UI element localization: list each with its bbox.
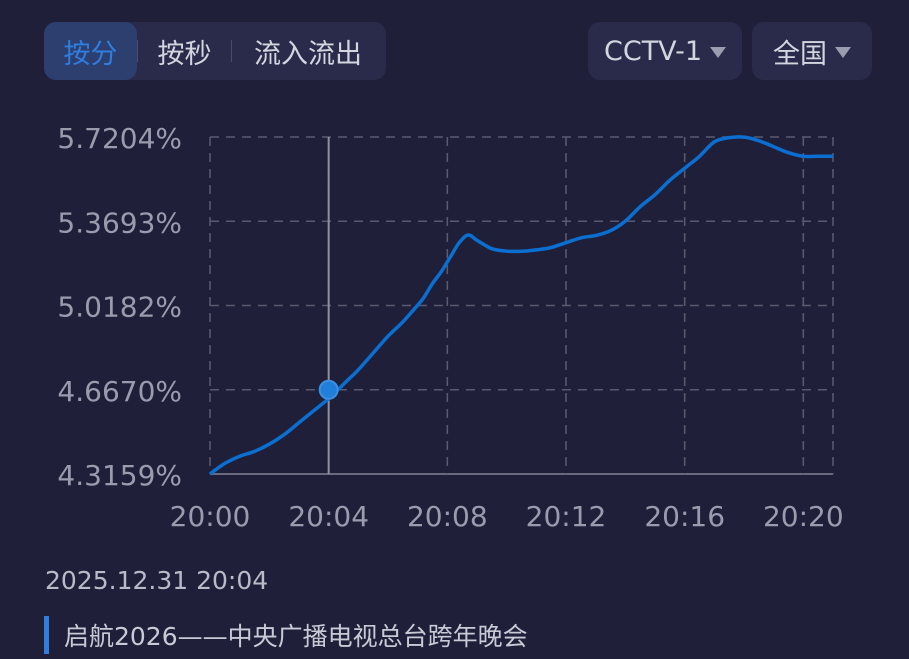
y-tick-label: 5.3693% <box>57 206 182 239</box>
selected-timestamp: 2025.12.31 20:04 <box>45 566 269 595</box>
x-tick-label: 20:00 <box>170 500 251 533</box>
tab-flow-in-out[interactable]: 流入流出 <box>254 38 362 70</box>
x-tick-label: 20:16 <box>644 500 725 533</box>
program-accent-bar <box>44 616 49 654</box>
region-dropdown[interactable]: 全国 <box>752 22 872 80</box>
tab-divider <box>231 40 232 62</box>
y-tick-label: 4.3159% <box>57 459 182 492</box>
chevron-down-icon <box>835 46 851 58</box>
x-axis-ticks: 20:00 20:04 20:08 20:12 20:16 20:20 <box>170 500 844 533</box>
granularity-segmented-control: 按分 按秒 流入流出 <box>44 22 386 80</box>
program-title: 启航2026——中央广播电视总台跨年晚会 <box>64 622 528 651</box>
region-value: 全国 <box>773 38 827 70</box>
chevron-down-icon <box>710 46 726 58</box>
y-tick-label: 4.6670% <box>57 375 182 408</box>
x-tick-label: 20:04 <box>288 500 369 533</box>
y-tick-label: 5.7204% <box>57 122 182 155</box>
ratings-line-chart[interactable]: 4.3159% 4.6670% 5.0182% 5.3693% 5.7204% 20:0… <box>0 100 909 540</box>
tab-by-minute[interactable]: 按分 <box>44 22 137 80</box>
series-line <box>208 135 833 476</box>
y-tick-label: 5.0182% <box>57 291 182 324</box>
selected-point-marker[interactable] <box>318 379 339 400</box>
tab-by-second[interactable]: 按秒 <box>157 38 212 70</box>
x-tick-label: 20:12 <box>526 500 607 533</box>
tab-divider <box>137 40 138 62</box>
channel-dropdown[interactable]: CCTV-1 <box>588 22 742 80</box>
channel-value: CCTV-1 <box>603 35 702 67</box>
x-tick-label: 20:20 <box>763 500 844 533</box>
program-info: 启航2026——中央广播电视总台跨年晚会 <box>44 616 528 654</box>
chart-grid <box>209 136 834 475</box>
x-tick-label: 20:08 <box>407 500 488 533</box>
y-axis-ticks: 4.3159% 4.6670% 5.0182% 5.3693% 5.7204% <box>57 122 182 492</box>
